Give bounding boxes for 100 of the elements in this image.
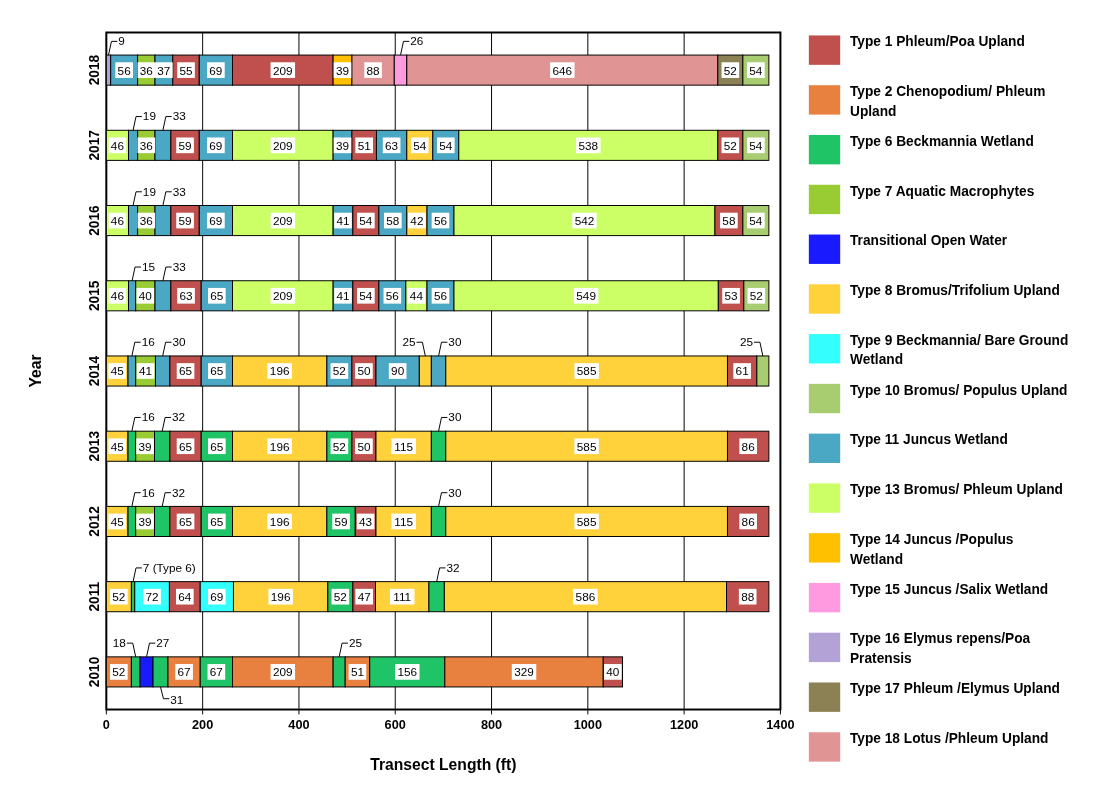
data-label: 54 — [749, 213, 763, 227]
data-label: 585 — [576, 364, 597, 378]
legend-label: Type 7 Aquatic Macrophytes — [849, 183, 1035, 199]
data-label: 69 — [210, 590, 224, 604]
x-tick-label: 600 — [384, 717, 406, 733]
legend-label: Type 13 Bromus/ Phleum Upland — [849, 482, 1063, 498]
legend-label: Type 9 Beckmannia/ Bare Ground Wetland — [849, 332, 1069, 368]
y-tick-label: 2011 — [86, 581, 102, 612]
y-tick-label: 2016 — [86, 204, 102, 236]
data-label: 53 — [724, 289, 739, 303]
data-label: 58 — [722, 213, 736, 227]
data-label: 25 — [739, 335, 754, 349]
data-label: 36 — [139, 138, 154, 152]
legend-label: Type 8 Bromus/Trifolium Upland — [849, 283, 1060, 299]
data-label: 52 — [723, 138, 737, 152]
legend-label: Type 2 Chenopodium/ Phleum Upland — [849, 83, 1046, 119]
data-label: 30 — [448, 410, 462, 424]
data-label: 32 — [172, 485, 186, 499]
data-label: 65 — [179, 439, 193, 453]
data-label: 156 — [397, 665, 418, 679]
data-label: 88 — [366, 63, 381, 77]
y-tick-label: 2010 — [86, 656, 102, 688]
y-tick-label: 2018 — [86, 54, 102, 86]
data-label: 54 — [749, 63, 763, 77]
data-label: 196 — [269, 514, 290, 528]
y-tick-label: 2012 — [86, 505, 102, 537]
x-tick-label: 1400 — [766, 717, 795, 733]
data-label: 209 — [273, 63, 293, 77]
data-label: 90 — [391, 364, 405, 378]
data-label: 196 — [269, 439, 290, 453]
data-label: 45 — [110, 514, 125, 528]
data-label: 54 — [359, 289, 373, 303]
x-axis-title: Transect Length (ft) — [370, 756, 517, 774]
data-label: 16 — [141, 485, 156, 499]
data-label: 56 — [433, 213, 448, 227]
data-label: 52 — [112, 665, 126, 679]
data-label: 32 — [172, 410, 186, 424]
data-label: 30 — [448, 485, 462, 499]
data-label: 65 — [210, 364, 224, 378]
legend-label: Transitional Open Water — [849, 233, 1008, 249]
data-label: 209 — [273, 665, 293, 679]
data-label: 69 — [209, 63, 223, 77]
legend-label: Type 15 Juncus /Salix Wetland — [849, 581, 1049, 597]
data-label: 65 — [210, 439, 224, 453]
data-label: 52 — [332, 439, 346, 453]
data-label: 33 — [172, 184, 187, 198]
legend-label: Type 14 Juncus /Populus Wetland — [849, 531, 1014, 567]
x-tick-label: 1200 — [669, 717, 699, 733]
data-label: 88 — [741, 590, 755, 604]
data-label: 36 — [139, 63, 154, 77]
data-label: 52 — [749, 289, 763, 303]
data-label: 51 — [350, 665, 364, 679]
data-label: 56 — [385, 289, 400, 303]
data-label: 51 — [357, 138, 371, 152]
data-label: 69 — [209, 138, 223, 152]
data-label: 65 — [179, 364, 193, 378]
legend-label: Type 6 Beckmannia Wetland — [849, 133, 1034, 149]
data-label: 41 — [336, 213, 350, 227]
data-label: 196 — [269, 364, 290, 378]
data-label: 30 — [448, 335, 462, 349]
data-label: 59 — [178, 138, 192, 152]
data-label: 196 — [270, 590, 291, 604]
data-label: 58 — [386, 213, 400, 227]
data-label: 45 — [110, 439, 125, 453]
y-tick-label: 2014 — [86, 355, 102, 387]
data-label: 46 — [110, 289, 125, 303]
data-label: 59 — [178, 213, 192, 227]
data-label: 59 — [334, 514, 348, 528]
data-label: 646 — [552, 63, 573, 77]
data-label: 44 — [409, 289, 424, 303]
data-label: 16 — [141, 410, 156, 424]
legend-label: Type 11 Juncus Wetland — [849, 432, 1008, 448]
data-label: 56 — [433, 289, 448, 303]
data-label: 65 — [210, 289, 224, 303]
x-tick-label: 1000 — [573, 717, 602, 733]
data-label: 67 — [209, 665, 223, 679]
data-label: 7 (Type 6) — [142, 560, 196, 574]
data-label: 32 — [446, 560, 460, 574]
y-axis-title: Year — [26, 354, 44, 388]
data-label: 64 — [178, 590, 192, 604]
data-label: 26 — [410, 34, 424, 48]
x-tick-label: 800 — [480, 717, 503, 733]
data-label: 209 — [273, 289, 293, 303]
data-label: 115 — [394, 514, 414, 528]
data-label: 41 — [139, 364, 153, 378]
data-label: 61 — [735, 364, 749, 378]
data-label: 55 — [179, 63, 194, 77]
legend-label: Type 17 Phleum /Elymus Upland — [849, 681, 1060, 697]
data-label: 27 — [156, 636, 170, 650]
data-label: 65 — [210, 514, 224, 528]
data-label: 31 — [170, 692, 184, 706]
legend-label: Type 1 Phleum/Poa Upland — [849, 34, 1025, 50]
x-tick-label: 0 — [102, 717, 110, 733]
legend-label: Type 18 Lotus /Phleum Upland — [849, 731, 1049, 747]
data-label: 30 — [172, 335, 187, 349]
data-label: 18 — [112, 636, 127, 650]
data-label: 50 — [357, 364, 371, 378]
data-label: 56 — [117, 63, 132, 77]
data-label: 65 — [179, 514, 193, 528]
y-tick-label: 2017 — [86, 129, 102, 161]
